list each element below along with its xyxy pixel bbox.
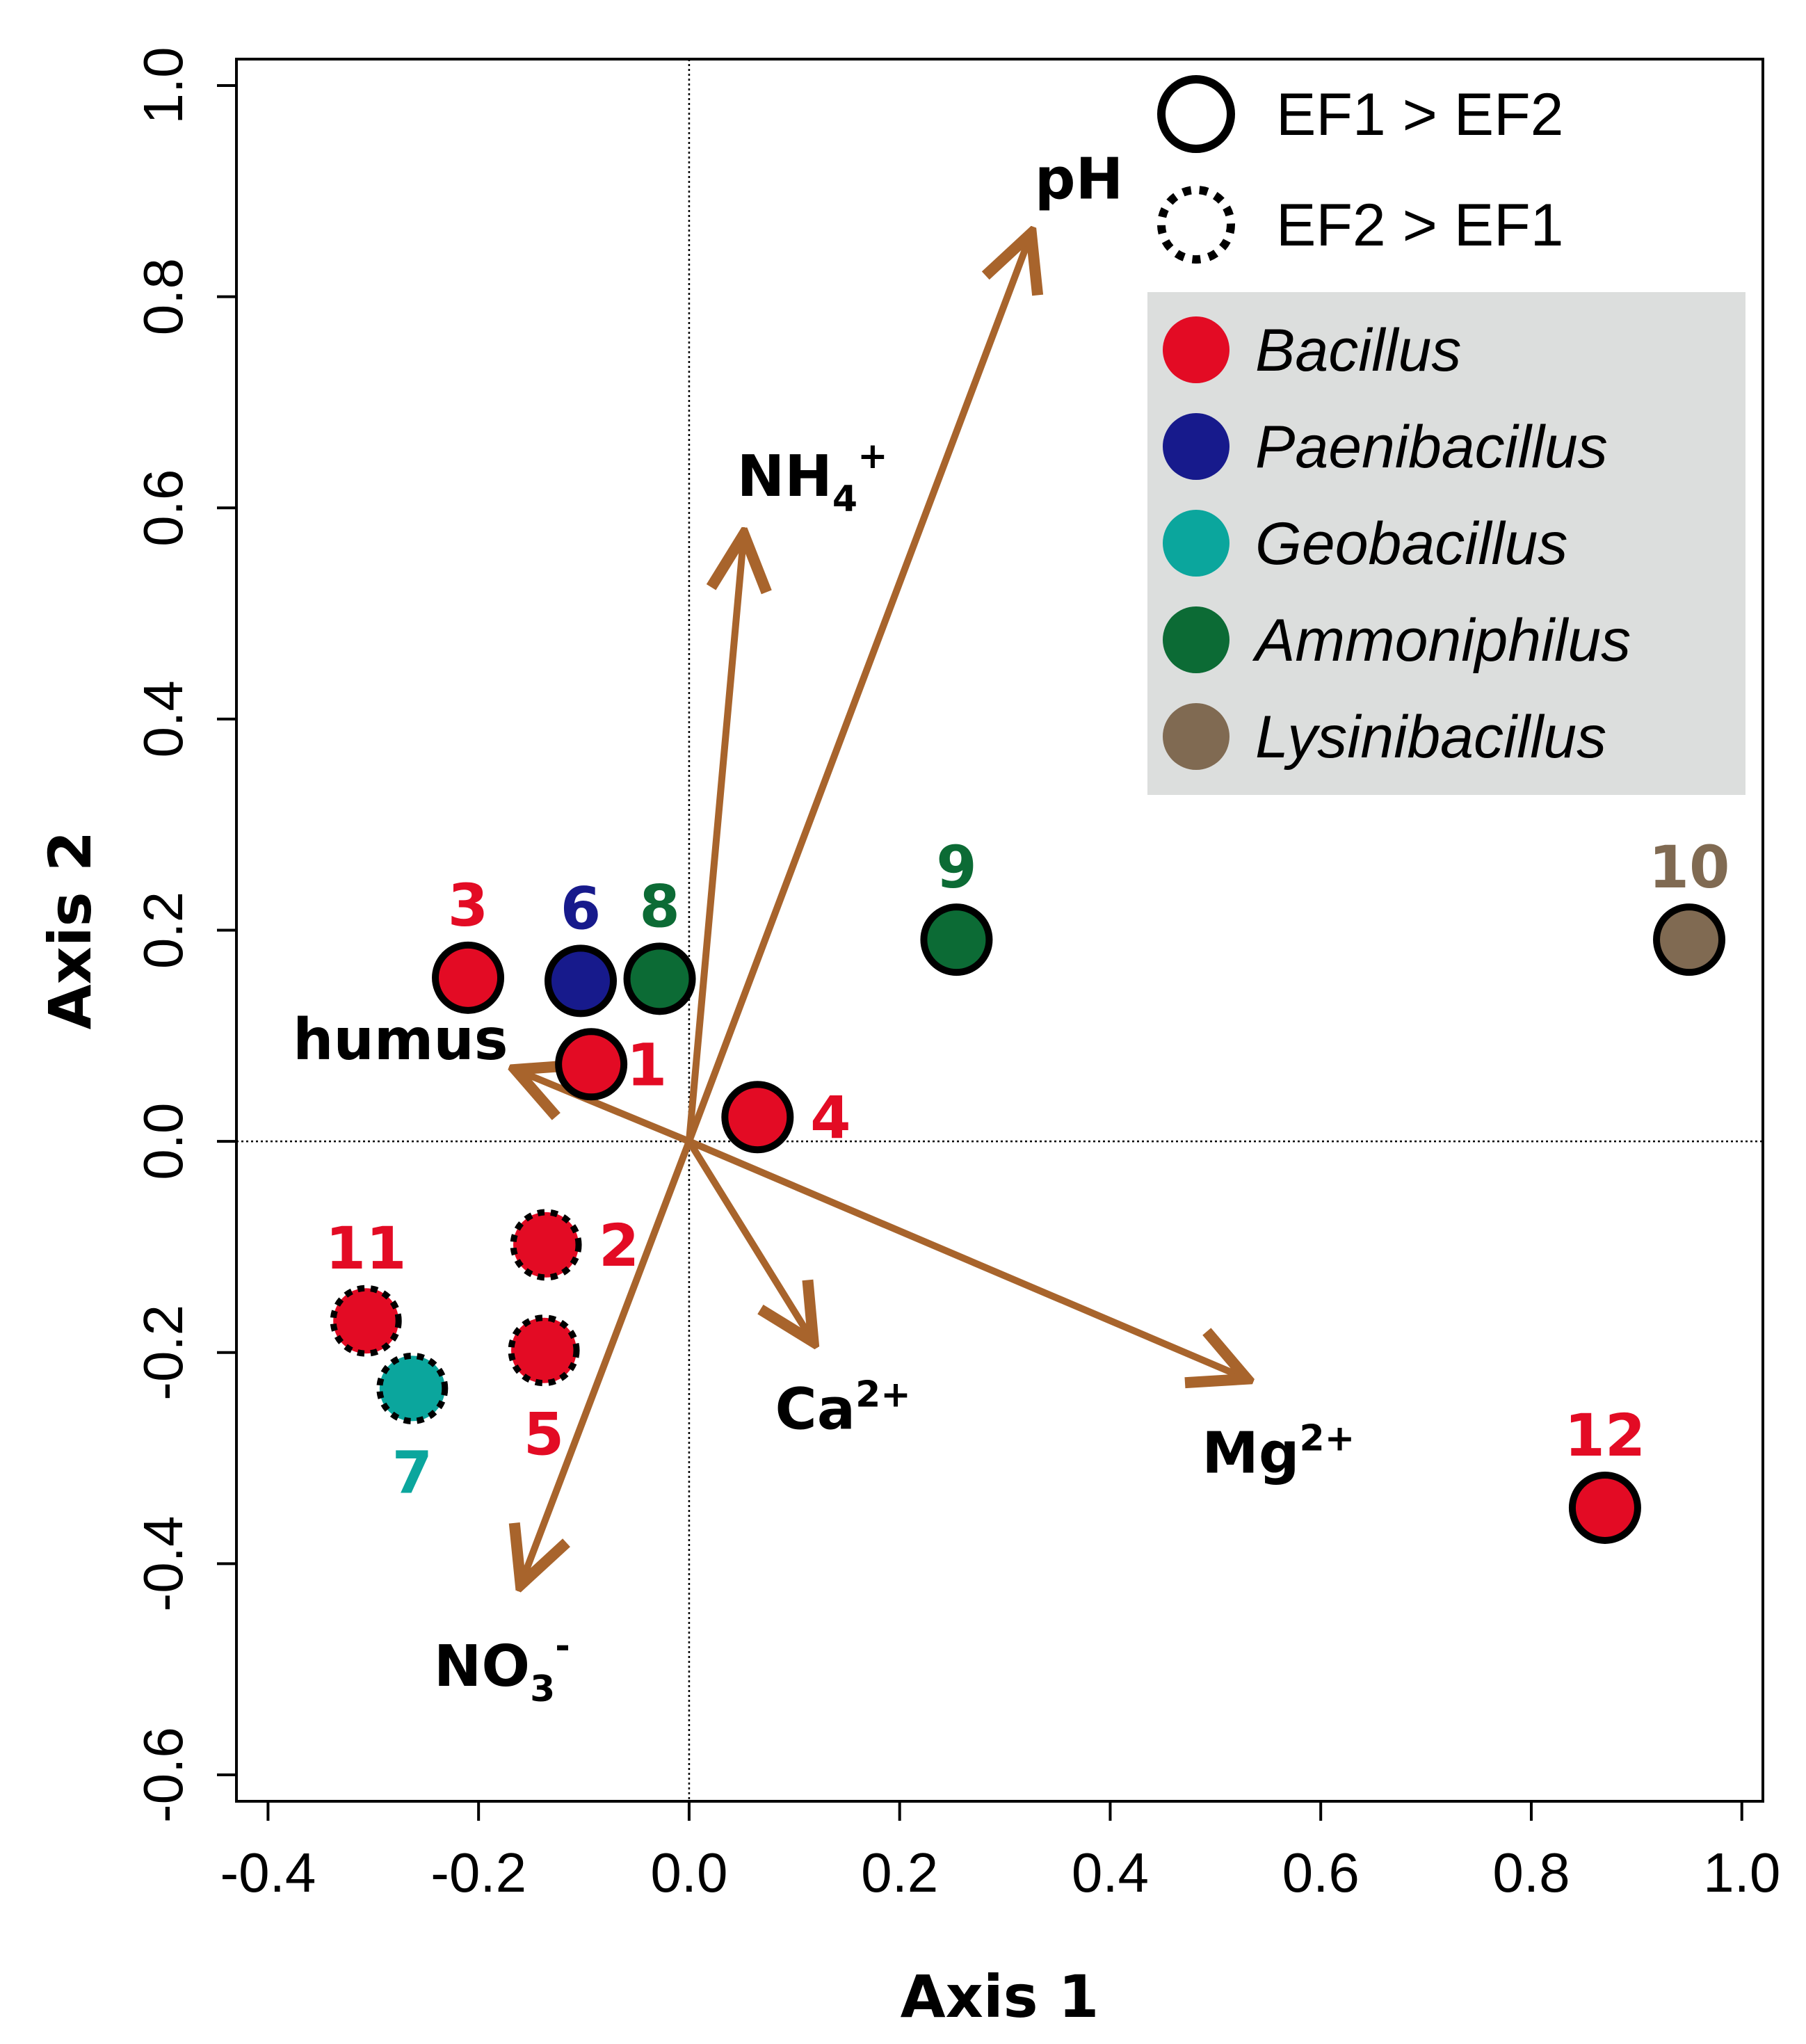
data-point-label: 6 [561, 874, 601, 942]
reference-lines [236, 59, 1763, 1801]
x-axis-ticks: -0.4 -0.2 0.0 0.2 0.4 0.6 0.8 1.0 [220, 1801, 1780, 1904]
vector-arrow-mg2 [685, 1138, 1247, 1379]
vector-label: humus [293, 1007, 508, 1073]
vector-label: NH4+ [737, 435, 888, 520]
data-point [555, 1028, 628, 1101]
data-point-label: 2 [599, 1212, 639, 1280]
vector-label-text: NO [434, 1634, 530, 1700]
vector-label: Ca2+ [775, 1374, 911, 1443]
vector-label-text: Ca [775, 1377, 856, 1443]
legend-genus-swatch [1163, 316, 1229, 383]
data-point [376, 1352, 449, 1424]
legend-genus-swatch [1163, 413, 1229, 480]
legend-genus-box [1147, 292, 1745, 795]
vector-arrow-ph [685, 234, 1031, 1145]
x-tick-label: 0.6 [1282, 1842, 1360, 1904]
data-point [920, 903, 993, 976]
y-tick-label: -0.2 [132, 1305, 194, 1401]
vector-label-superscript: 2+ [1300, 1418, 1355, 1460]
vector-arrow-humus [515, 1070, 693, 1145]
vector-arrow-ca2 [685, 1138, 814, 1342]
legend-genus-swatch [1163, 510, 1229, 577]
y-tick-label: 0.6 [132, 469, 194, 547]
legend-genus-label: Paenibacillus [1255, 414, 1608, 481]
data-point-label: 7 [392, 1438, 433, 1506]
data-point [330, 1285, 402, 1357]
x-tick-label: 0.0 [650, 1842, 727, 1904]
vector-label-subscript: 3 [530, 1668, 555, 1710]
data-point-label: 1 [627, 1031, 667, 1099]
vector-label-text: humus [293, 1007, 508, 1073]
data-point [432, 941, 505, 1014]
y-tick-label: 0.8 [132, 258, 194, 335]
vector-label-superscript: - [555, 1625, 570, 1667]
y-tick-label: 1.0 [132, 47, 194, 124]
y-tick-label: 0.4 [132, 680, 194, 757]
legend-genus-label: Bacillus [1255, 317, 1461, 384]
data-point-label: 5 [524, 1401, 564, 1469]
legend-solid-label: EF1 > EF2 [1276, 81, 1563, 148]
vector-arrow-nh4 [685, 534, 744, 1145]
y-tick-label: -0.6 [132, 1727, 194, 1823]
data-point-label: 3 [448, 871, 488, 940]
legend-genus-list: Bacillus Paenibacillus Geobacillus Ammoniph… [1163, 316, 1631, 771]
vector-label-text: NH [737, 444, 832, 510]
legend-solid-circle-icon [1157, 75, 1235, 153]
vector-label-superscript: 2+ [855, 1374, 911, 1416]
data-point [1653, 903, 1726, 976]
vector-label: NO3- [434, 1625, 570, 1710]
data-point [1568, 1471, 1641, 1544]
x-tick-label: 0.2 [861, 1842, 938, 1904]
vector-label-text: pH [1035, 147, 1123, 213]
y-tick-label: 0.2 [132, 892, 194, 969]
legend-dotted-label: EF2 > EF1 [1276, 192, 1563, 259]
data-point-label: 8 [639, 872, 679, 940]
legend-dotted-circle-icon [1157, 186, 1235, 264]
vector-label: pH [1035, 147, 1123, 213]
x-tick-label: 1.0 [1703, 1842, 1780, 1904]
legend-genus-swatch [1163, 606, 1229, 673]
data-point [721, 1081, 794, 1154]
y-axis-label: Axis 2 [36, 831, 104, 1030]
legend-genus-swatch [1163, 703, 1229, 770]
x-tick-label: 0.8 [1492, 1842, 1570, 1904]
data-point-label: 4 [810, 1084, 850, 1152]
data-point-label: 10 [1649, 833, 1730, 901]
x-tick-label: -0.2 [430, 1842, 526, 1904]
vector-label-superscript: + [857, 435, 888, 477]
y-axis-ticks: -0.6 -0.4 -0.2 0.0 0.2 0.4 0.6 0.8 1.0 [132, 47, 236, 1823]
data-point [623, 942, 696, 1015]
data-point [508, 1314, 580, 1387]
vector-label: Mg2+ [1202, 1418, 1355, 1487]
data-point-label: 9 [936, 833, 976, 901]
data-point-label: 12 [1564, 1401, 1645, 1470]
legend: EF1 > EF2 EF2 > EF1 Bacillus Paenibacillu… [1147, 75, 1745, 795]
vector-arrow-no3 [521, 1138, 693, 1585]
legend-genus-label: Lysinibacillus [1255, 704, 1606, 771]
vector-label-subscript: 4 [832, 478, 857, 520]
y-tick-label: 0.0 [132, 1103, 194, 1180]
x-axis-label: Axis 1 [901, 1963, 1099, 2031]
vector-label-text: Mg [1202, 1421, 1299, 1487]
data-point-label: 11 [325, 1214, 407, 1282]
data-point [510, 1209, 582, 1281]
x-tick-label: -0.4 [220, 1842, 316, 1904]
data-point [545, 944, 618, 1017]
y-tick-label: -0.4 [132, 1515, 194, 1611]
x-tick-label: 0.4 [1072, 1842, 1149, 1904]
legend-genus-label: Geobacillus [1255, 510, 1567, 577]
legend-genus-label: Ammoniphilus [1252, 607, 1631, 674]
